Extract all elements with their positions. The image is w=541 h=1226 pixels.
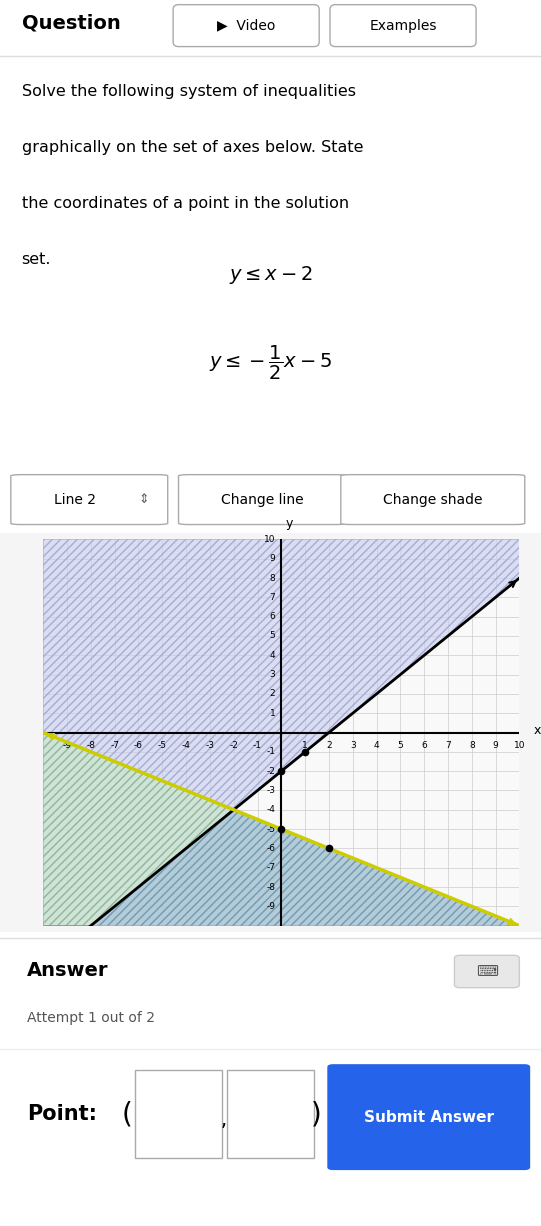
Text: 1: 1 [302,742,308,750]
Text: 5: 5 [398,742,403,750]
Text: Line 2: Line 2 [54,493,96,506]
Text: $y \leq x - 2$: $y \leq x - 2$ [229,264,312,286]
Text: 6: 6 [421,742,427,750]
Text: 9: 9 [269,554,275,563]
Text: -4: -4 [182,742,190,750]
FancyBboxPatch shape [173,5,319,47]
Text: -6: -6 [134,742,143,750]
Text: y: y [286,517,293,530]
Text: -1: -1 [266,748,275,756]
FancyBboxPatch shape [330,5,476,47]
FancyBboxPatch shape [227,1070,314,1159]
Text: -2: -2 [267,766,275,776]
Text: 3: 3 [350,742,355,750]
Text: ⇕: ⇕ [138,493,149,506]
Text: Answer: Answer [27,961,109,980]
Text: 3: 3 [269,671,275,679]
Text: graphically on the set of axes below. State: graphically on the set of axes below. St… [22,140,363,154]
Text: ⌨: ⌨ [476,964,498,980]
Text: -5: -5 [158,742,167,750]
FancyBboxPatch shape [327,1064,530,1170]
Text: 10: 10 [513,742,525,750]
Text: the coordinates of a point in the solution: the coordinates of a point in the soluti… [22,196,349,211]
Text: -4: -4 [267,805,275,814]
Text: 1: 1 [269,709,275,717]
FancyBboxPatch shape [11,474,168,525]
Text: 8: 8 [469,742,474,750]
Text: -7: -7 [266,863,275,872]
Text: Change shade: Change shade [383,493,483,506]
Text: $y \leq -\dfrac{1}{2}x - 5$: $y \leq -\dfrac{1}{2}x - 5$ [209,345,332,383]
Text: 7: 7 [269,593,275,602]
Text: -8: -8 [87,742,95,750]
Text: ,: , [220,1111,227,1129]
FancyBboxPatch shape [341,474,525,525]
Text: Solve the following system of inequalities: Solve the following system of inequaliti… [22,83,355,99]
Text: -2: -2 [229,742,238,750]
Text: Change line: Change line [221,493,304,506]
Text: 4: 4 [374,742,379,750]
Text: 8: 8 [269,574,275,582]
Text: Question: Question [22,13,121,33]
Text: x: x [533,725,541,737]
Text: 2: 2 [326,742,332,750]
Text: -9: -9 [266,902,275,911]
Text: -9: -9 [63,742,71,750]
Text: (: ( [122,1100,133,1128]
Text: 7: 7 [445,742,451,750]
Text: ): ) [311,1100,322,1128]
Text: -6: -6 [266,843,275,853]
Text: ▶  Video: ▶ Video [217,18,275,33]
Text: Point:: Point: [27,1105,97,1124]
Text: 10: 10 [264,535,275,544]
Text: 2: 2 [270,689,275,699]
Text: -7: -7 [110,742,119,750]
FancyBboxPatch shape [454,955,519,988]
Text: 5: 5 [269,631,275,640]
Text: Examples: Examples [370,18,437,33]
FancyBboxPatch shape [135,1070,222,1159]
Text: -5: -5 [266,825,275,834]
Text: 9: 9 [493,742,498,750]
Text: Attempt 1 out of 2: Attempt 1 out of 2 [27,1011,155,1025]
Text: set.: set. [22,251,51,266]
Text: 6: 6 [269,612,275,622]
Text: -1: -1 [253,742,262,750]
Text: Submit Answer: Submit Answer [364,1110,494,1124]
FancyBboxPatch shape [179,474,346,525]
Text: 4: 4 [270,651,275,660]
Text: -8: -8 [266,883,275,891]
Text: -3: -3 [266,786,275,794]
Text: -3: -3 [206,742,214,750]
